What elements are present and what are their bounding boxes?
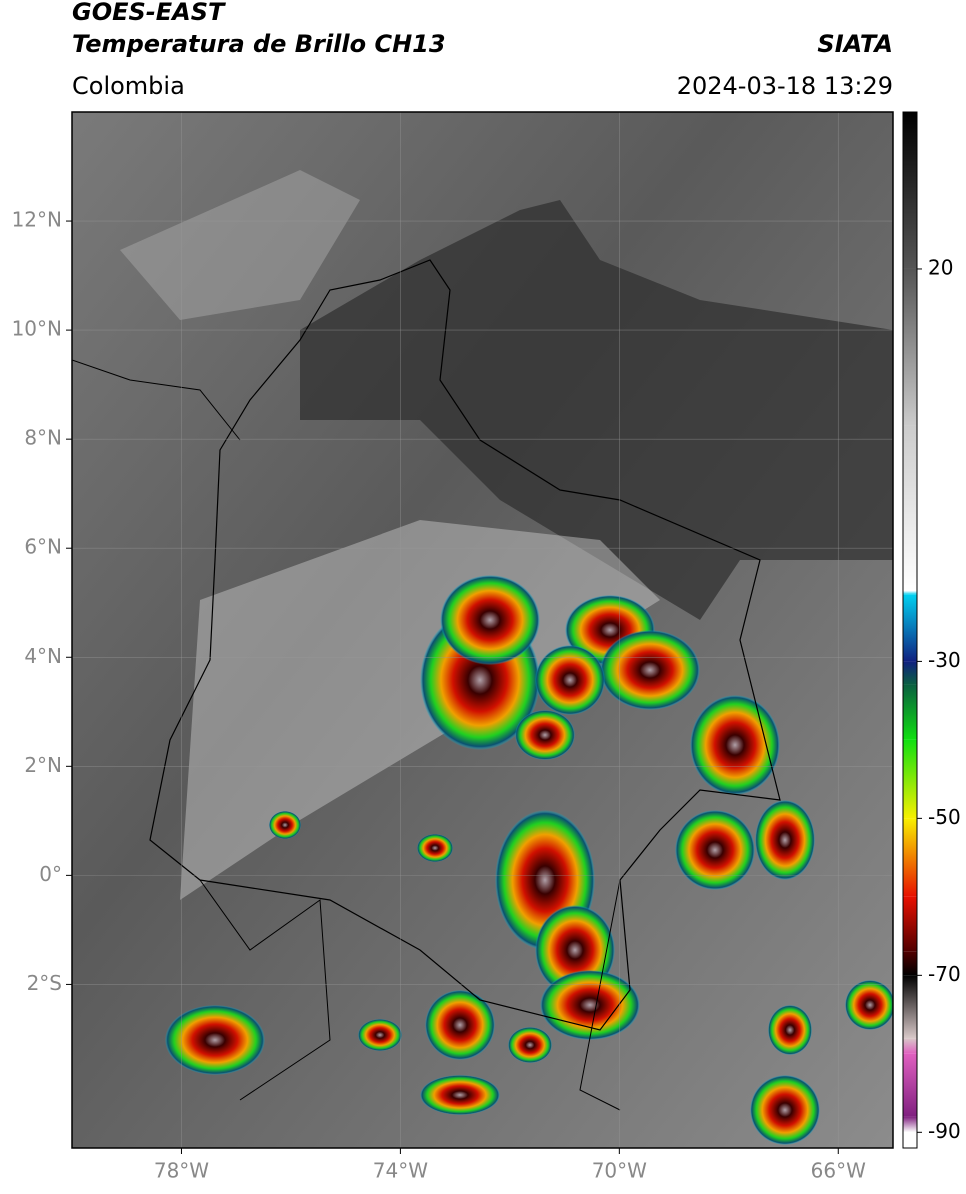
colorbar-segment xyxy=(903,112,917,269)
colorbar-segment xyxy=(903,1116,917,1133)
colorbar-tick-label: -90 xyxy=(928,1119,961,1143)
colorbar-segment xyxy=(903,594,917,662)
colorbar-segment xyxy=(903,425,917,591)
colorbar-frame xyxy=(902,111,918,1149)
map-frame xyxy=(71,111,894,1149)
colorbar-segment xyxy=(903,739,917,819)
colorbar-segment xyxy=(903,896,917,952)
colorbar-segment xyxy=(903,268,917,426)
y-tick-label: 2°N xyxy=(24,753,62,777)
colorbar-tick-label: -50 xyxy=(928,805,961,829)
satellite-image xyxy=(72,112,893,1148)
y-tick-label: 0° xyxy=(39,862,62,886)
y-tick-label: 2°S xyxy=(27,971,62,995)
datetime: 2024-03-18 13:29 xyxy=(677,72,893,100)
y-tick-label: 6°N xyxy=(24,535,62,559)
colorbar-segment xyxy=(903,590,917,595)
colorbar-segment xyxy=(903,1038,917,1054)
x-tick-label: 70°W xyxy=(592,1159,647,1183)
colorbar-segment xyxy=(903,661,917,685)
source: SIATA xyxy=(817,30,893,58)
x-tick-label: 74°W xyxy=(373,1159,428,1183)
colorbar-segment xyxy=(903,1053,917,1117)
colorbar-segment xyxy=(903,684,917,740)
y-tick-label: 10°N xyxy=(12,317,62,341)
x-tick-label: 66°W xyxy=(811,1159,866,1183)
x-tick-label: 78°W xyxy=(154,1159,209,1183)
colorbar-segment xyxy=(903,951,917,976)
region: Colombia xyxy=(72,72,185,100)
colorbar-tick-label: 20 xyxy=(928,255,953,279)
colorbar-segment xyxy=(903,975,917,1039)
colorbar-tick-label: -30 xyxy=(928,648,961,672)
title: GOES-EAST xyxy=(72,0,226,26)
y-tick-label: 12°N xyxy=(12,208,62,232)
subtitle: Temperatura de Brillo CH13 xyxy=(72,30,446,58)
y-tick-label: 8°N xyxy=(24,426,62,450)
colorbar-segment xyxy=(903,818,917,897)
colorbar-tick-label: -70 xyxy=(928,962,961,986)
y-tick-label: 4°N xyxy=(24,644,62,668)
